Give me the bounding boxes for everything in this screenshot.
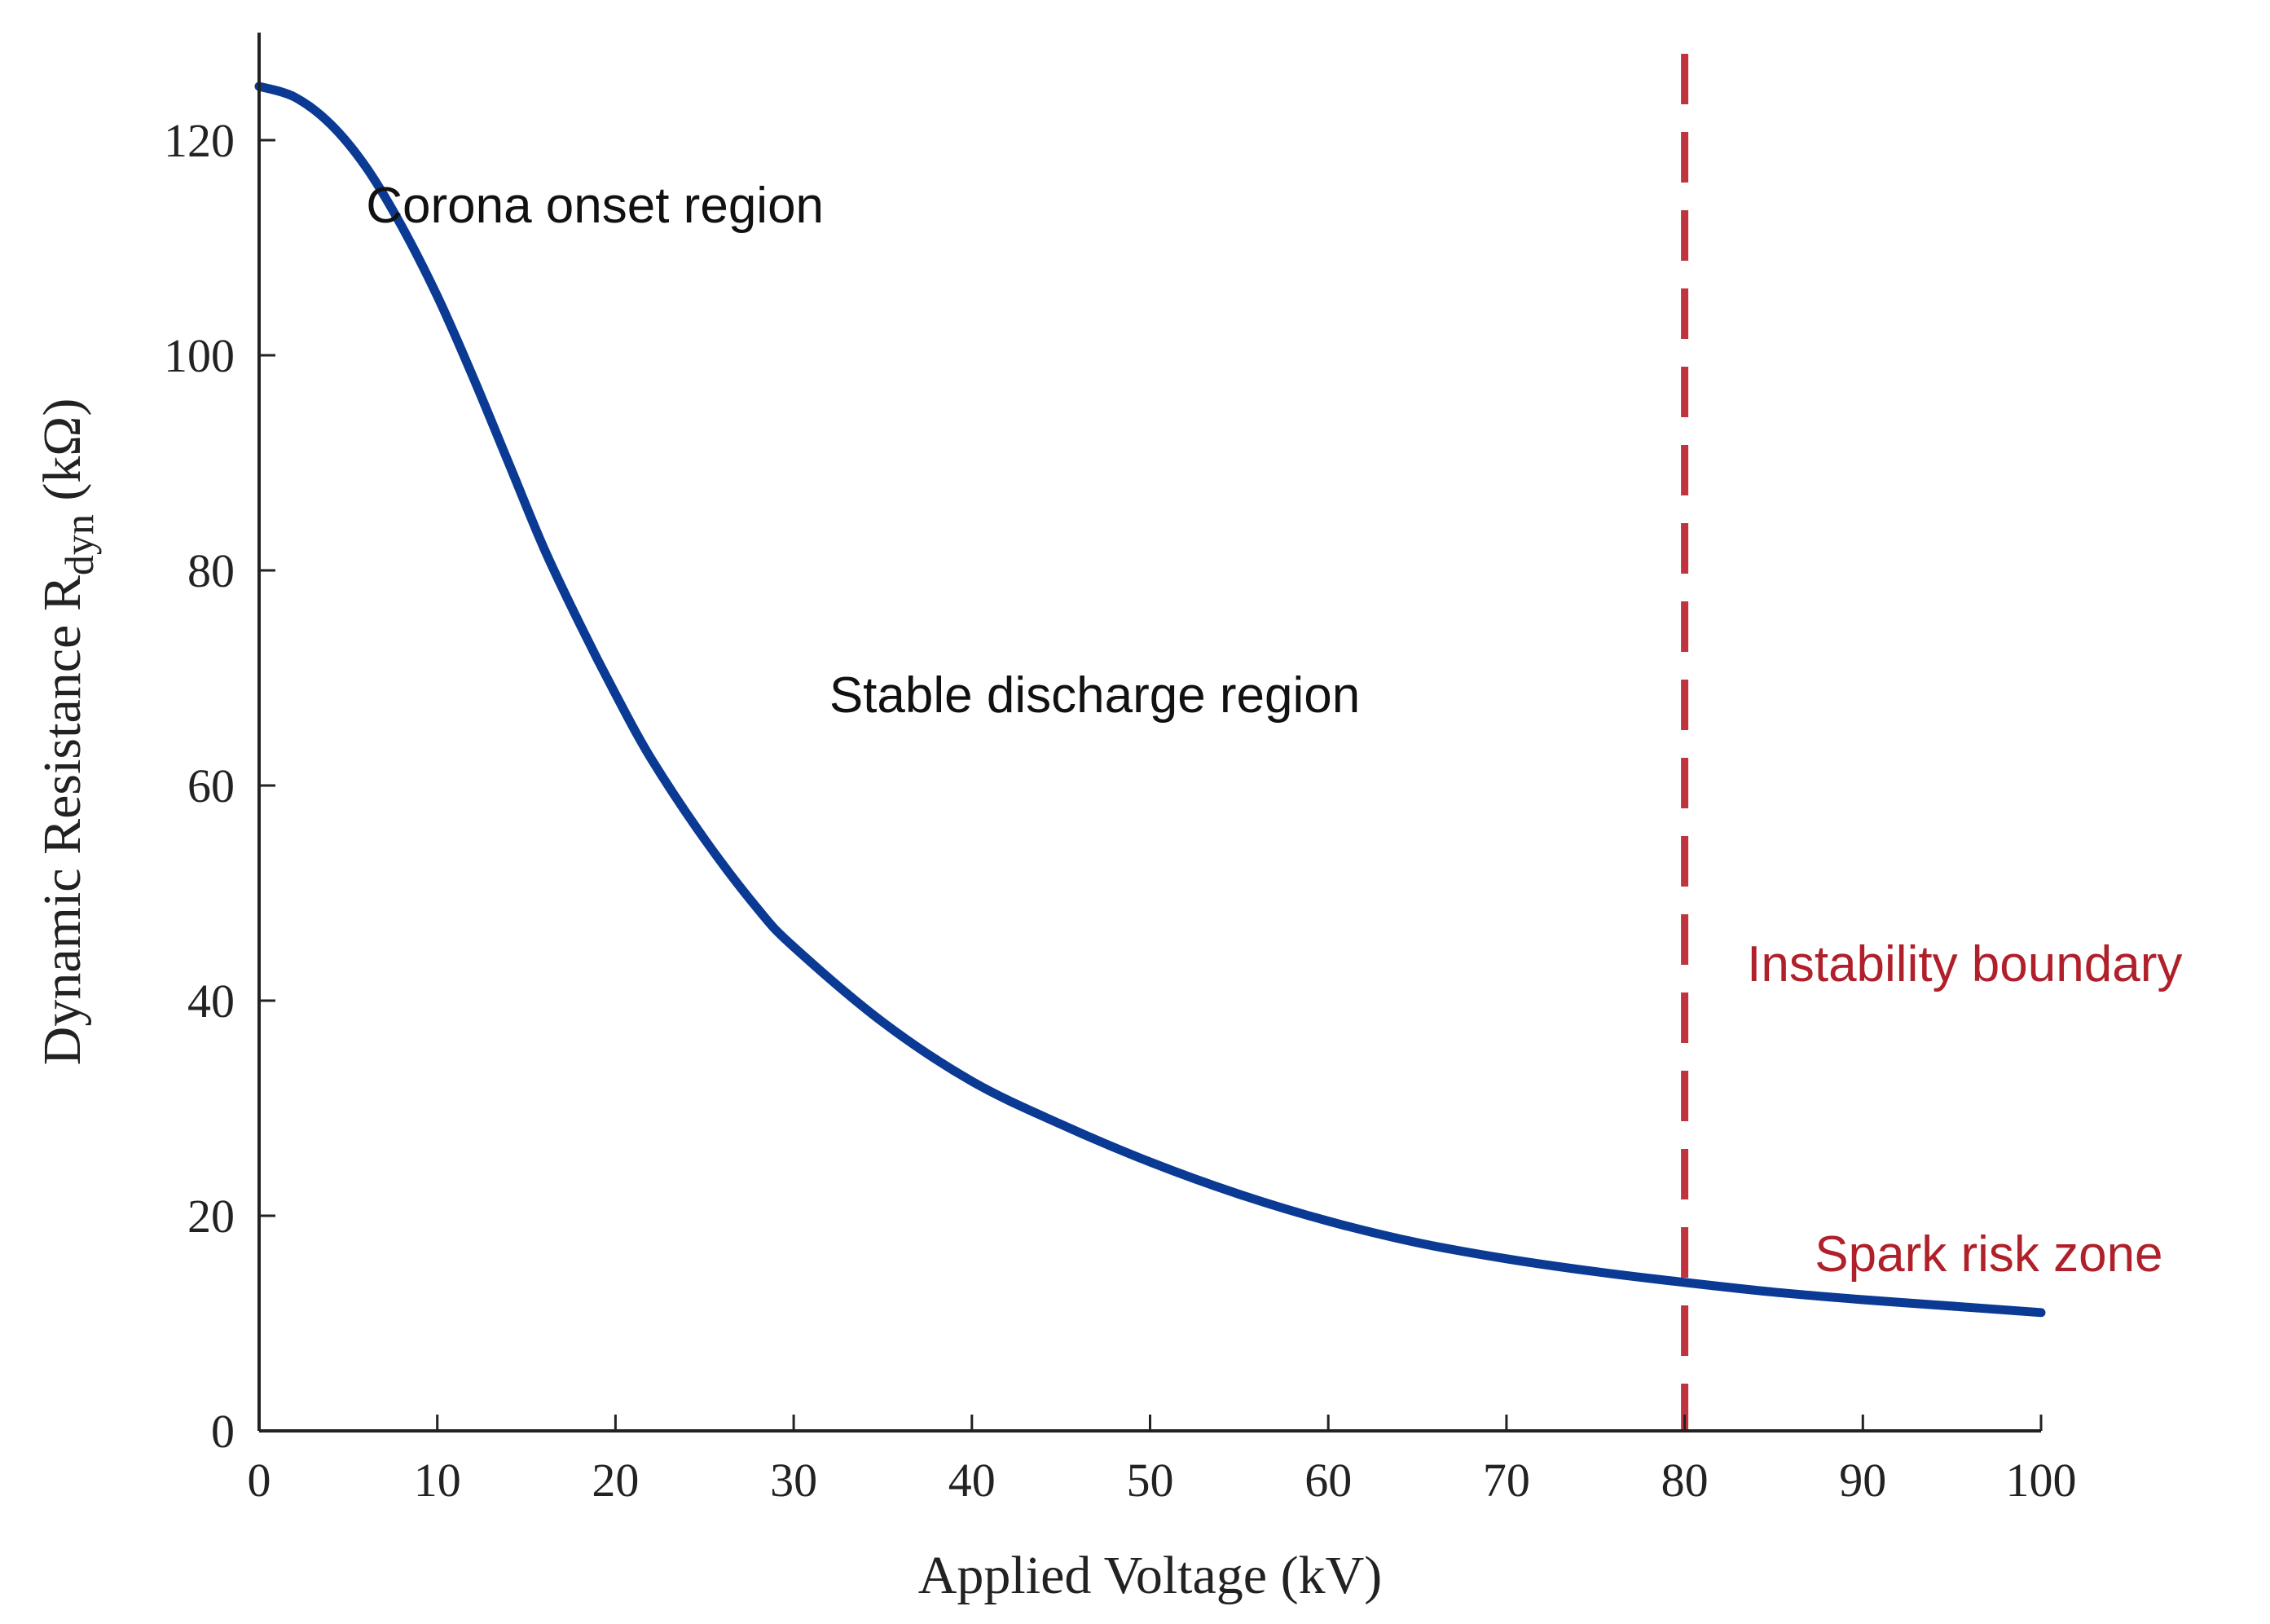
- y-tick-label: 20: [187, 1190, 235, 1243]
- x-tick-label: 30: [770, 1454, 817, 1507]
- y-tick-label: 80: [187, 544, 235, 597]
- x-tick-label: 70: [1483, 1454, 1530, 1507]
- y-tick-label: 40: [187, 975, 235, 1028]
- resistance-curve: [254, 81, 2046, 1318]
- x-tick-label: 90: [1839, 1454, 1886, 1507]
- annotation-label: Instability boundary: [1747, 936, 2182, 992]
- y-axis-title-unit: (kΩ): [33, 398, 92, 515]
- x-tick-label: 100: [2006, 1454, 2077, 1507]
- annotation-label: Corona onset region: [366, 178, 824, 234]
- ticks: 0 10 20 30 40 50 60 70 80 90 100 0 20 40 60 80 100 120: [164, 114, 2077, 1507]
- y-tick-label: 100: [164, 329, 235, 382]
- y-tick-label: 60: [187, 759, 235, 812]
- annotation-label: Stable discharge region: [829, 667, 1360, 724]
- y-axis-title-subscript: dyn: [56, 514, 102, 575]
- x-tick-label: 50: [1127, 1454, 1174, 1507]
- x-tick-label: 40: [948, 1454, 996, 1507]
- y-tick-label: 0: [211, 1405, 235, 1458]
- x-tick-label: 20: [592, 1454, 639, 1507]
- axes: [257, 33, 2041, 1433]
- series-layer: [254, 81, 2046, 1318]
- y-axis-title: Dynamic Resistance Rdyn (kΩ): [33, 398, 102, 1066]
- annotations: Corona onset region Stable discharge regi…: [366, 178, 2182, 1283]
- y-axis-title-main: Dynamic Resistance R: [33, 575, 92, 1065]
- x-tick-label: 10: [414, 1454, 461, 1507]
- y-tick-label: 120: [164, 114, 235, 167]
- x-tick-label: 0: [248, 1454, 271, 1507]
- x-tick-label: 80: [1661, 1454, 1709, 1507]
- x-tick-label: 60: [1304, 1454, 1352, 1507]
- annotation-label: Spark risk zone: [1815, 1226, 2162, 1283]
- x-axis-title: Applied Voltage (kV): [918, 1546, 1382, 1605]
